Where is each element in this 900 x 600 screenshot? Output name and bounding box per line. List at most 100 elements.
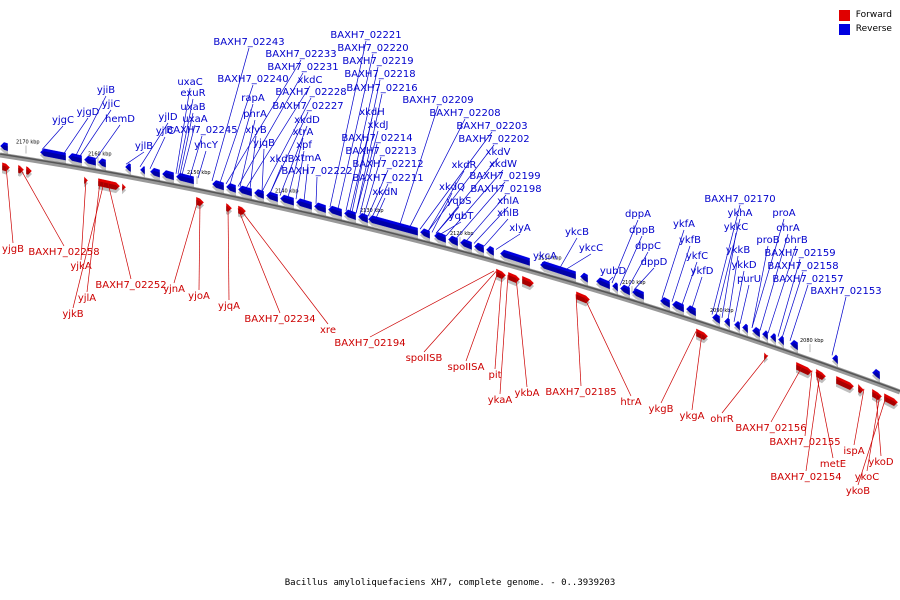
leader-line [831, 296, 847, 356]
reverse-gene-arrow-shadow [632, 291, 644, 303]
leader-line [72, 182, 105, 309]
gene-label-rapA: rapA [241, 93, 265, 104]
leader-line [5, 165, 14, 244]
gene-labels: BAXH7_02243BAXH7_02233BAXH7_02231xkdCBAX… [2, 30, 894, 497]
forward-gene-arrow-shadow [764, 353, 768, 364]
gene-label-BAXH7_02252: BAXH7_02252 [95, 280, 166, 291]
leader-line [427, 170, 465, 232]
reverse-gene-arrow-shadow [620, 287, 630, 299]
gene-label-ykfA: ykfA [673, 219, 695, 230]
gene-label-xkdC: xkdC [297, 75, 322, 86]
gene-label-ykfB: ykfB [679, 235, 701, 246]
reverse-gene-arrow [499, 249, 531, 267]
gene-label-xre: xre [320, 325, 336, 336]
reverse-gene-arrow-shadow [212, 183, 224, 194]
gene-label-ykkB: ykkB [726, 245, 751, 256]
forward-gene-arrow [495, 268, 507, 280]
gene-label-dppB: dppB [629, 225, 655, 236]
reverse-gene-arrow [211, 179, 225, 191]
leader-line [19, 167, 65, 247]
reverse-gene-arrow-shadow [358, 215, 368, 227]
gene-label-phrA: phrA [243, 109, 267, 120]
leader-line [767, 245, 797, 334]
leader-line [435, 157, 499, 234]
gene-label-yjlD: yjlD [158, 112, 177, 123]
reverse-gene-arrow [831, 354, 839, 366]
forward-swatch [838, 9, 850, 21]
tick-label: 2170 kbp [16, 139, 40, 145]
forward-gene-arrow-shadow [576, 294, 590, 307]
forward-gene-arrow-shadow [816, 371, 826, 384]
leader-line [229, 103, 254, 185]
gene-label-yjiC: yjiC [102, 99, 120, 110]
forward-gene-arrow [795, 361, 813, 376]
gene-label-BAXH7_02158: BAXH7_02158 [767, 261, 838, 272]
gene-label-ohrB: ohrB [784, 235, 808, 246]
leader-line [399, 105, 439, 225]
gene-label-BAXH7_02245: BAXH7_02245 [166, 125, 237, 136]
gene-label-yjgB: yjgB [2, 244, 24, 255]
gene-label-uxaA: uxaA [182, 114, 207, 125]
gene-label-yjqA: yjqA [218, 301, 240, 312]
gene-label-proA: proA [772, 208, 795, 219]
legend-forward: Forward [838, 8, 892, 22]
gene-label-xhlA: xhlA [497, 196, 519, 207]
reverse-gene-arrow-shadow [0, 145, 8, 155]
genome-axis [0, 152, 900, 395]
leader-line [261, 97, 312, 192]
leader-line [805, 373, 821, 472]
leader-line [575, 294, 582, 387]
leader-line [759, 233, 789, 331]
leader-line [681, 261, 698, 305]
leader-line [499, 274, 509, 395]
forward-gene-arrow-shadow [122, 185, 126, 195]
reverse-gene-arrow [97, 157, 107, 168]
leader-line [419, 131, 493, 230]
leader-line [295, 150, 305, 200]
gene-label-uxaB: uxaB [180, 102, 205, 113]
gene-label-yjqB: yjqB [253, 138, 275, 149]
leader-line [633, 267, 655, 291]
leader-line [611, 219, 639, 284]
leader-line [80, 179, 87, 261]
gene-label-dppA: dppA [625, 209, 651, 220]
leader-line [175, 87, 191, 174]
reverse-gene-arrow-shadow [474, 245, 484, 257]
reverse-gene-arrow-shadow [724, 320, 730, 331]
gene-label-xlyB: xlyB [245, 125, 267, 136]
leader-line [269, 164, 283, 194]
gene-label-BAXH7_02185: BAXH7_02185 [545, 387, 616, 398]
reverse-gene-arrow-shadow [266, 194, 278, 206]
reverse-gene-arrow-shadow [150, 170, 160, 181]
forward-gene-arrow [857, 383, 865, 395]
reverse-gene-arrow [671, 300, 685, 313]
gene-label-yubD: yubD [600, 266, 627, 277]
forward-gene-arrow-shadow [858, 386, 864, 397]
gene-label-BAXH7_02208: BAXH7_02208 [429, 108, 500, 119]
forward-gene-arrow [25, 165, 33, 176]
reverse-gene-arrow-shadow [660, 299, 670, 312]
axis-line [0, 153, 900, 392]
reverse-gene-arrow [485, 245, 495, 257]
forward-gene-arrow-shadow [26, 169, 32, 179]
leader-line [371, 183, 389, 218]
gene-label-ykfC: ykfC [686, 251, 708, 262]
leader-line [431, 192, 453, 233]
reverse-gene-arrow-shadow [734, 323, 740, 334]
leader-line [607, 276, 614, 283]
gene-label-BAXH7_02203: BAXH7_02203 [456, 121, 527, 132]
leader-line [279, 125, 308, 196]
leader-line [63, 117, 89, 154]
reverse-gene-arrow-shadow [314, 205, 326, 217]
gene-label-ohrR: ohrR [710, 414, 734, 425]
gene-label-xlyA: xlyA [509, 223, 531, 234]
leader-line [149, 136, 166, 169]
gene-label-metE: metE [820, 459, 846, 470]
gene-label-BAXH7_02194: BAXH7_02194 [334, 338, 405, 349]
leader-line [661, 229, 685, 299]
reverse-gene-arrow-shadow [742, 326, 748, 337]
gene-label-ykfD: ykfD [691, 266, 714, 277]
leader-line [691, 276, 703, 309]
reverse-gene-arrow [595, 277, 611, 290]
leader-line [495, 233, 521, 250]
